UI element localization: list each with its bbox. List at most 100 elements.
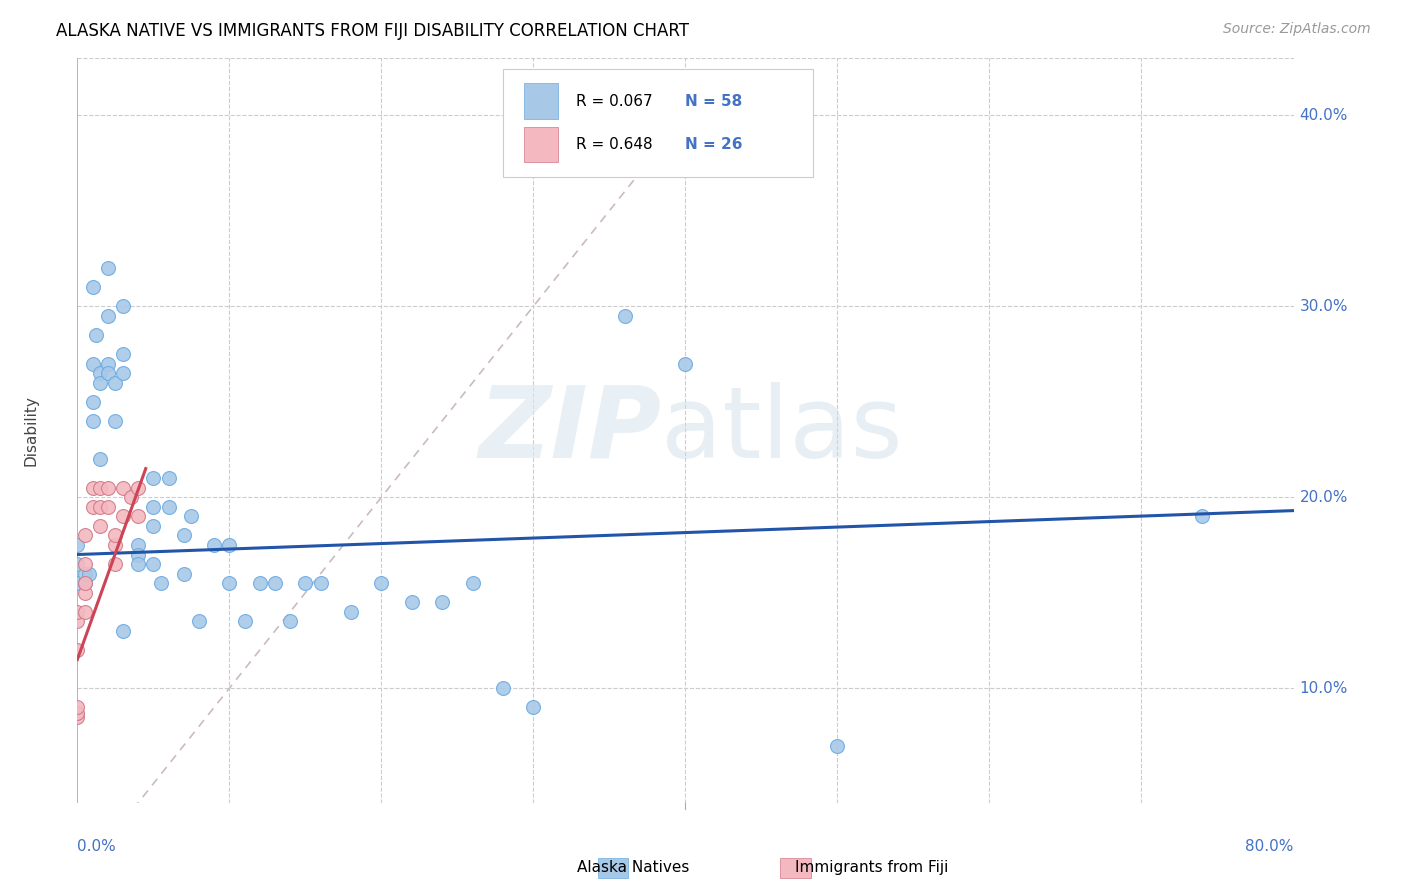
Point	[104, 557, 127, 571]
Point	[278, 615, 301, 629]
Text: 0.0%: 0.0%	[77, 838, 117, 854]
Point	[430, 595, 453, 609]
Point	[173, 566, 195, 581]
Point	[82, 414, 104, 428]
Point	[89, 376, 111, 390]
Point	[66, 605, 89, 619]
Point	[340, 605, 363, 619]
Point	[675, 357, 697, 371]
Point	[104, 376, 127, 390]
Text: N = 58: N = 58	[686, 94, 742, 109]
Point	[79, 566, 101, 581]
Point	[127, 548, 149, 562]
Point	[111, 481, 134, 495]
Point	[82, 280, 104, 294]
Text: ZIP: ZIP	[478, 382, 661, 479]
Point	[157, 500, 180, 514]
Point	[73, 605, 96, 619]
Text: 40.0%: 40.0%	[1299, 108, 1348, 123]
Point	[188, 615, 211, 629]
Point	[82, 500, 104, 514]
Point	[82, 394, 104, 409]
Point	[89, 452, 111, 467]
Point	[66, 557, 89, 571]
Point	[89, 500, 111, 514]
Text: atlas: atlas	[661, 382, 903, 479]
Point	[142, 471, 165, 485]
Point	[73, 576, 96, 591]
Point	[127, 557, 149, 571]
Point	[120, 490, 142, 504]
Bar	[523, 83, 558, 119]
Point	[66, 706, 89, 720]
Point	[249, 576, 271, 591]
Point	[89, 366, 111, 380]
Bar	[523, 127, 558, 162]
Point	[97, 366, 120, 380]
Point	[142, 500, 165, 514]
Point	[827, 739, 849, 753]
Text: ALASKA NATIVE VS IMMIGRANTS FROM FIJI DISABILITY CORRELATION CHART: ALASKA NATIVE VS IMMIGRANTS FROM FIJI DI…	[56, 22, 689, 40]
Point	[294, 576, 316, 591]
Point	[613, 309, 636, 323]
Point	[142, 519, 165, 533]
Point	[66, 576, 89, 591]
Point	[73, 576, 96, 591]
Point	[522, 700, 544, 714]
Text: 80.0%: 80.0%	[1246, 838, 1294, 854]
Point	[97, 500, 120, 514]
Point	[73, 566, 96, 581]
Point	[82, 357, 104, 371]
Point	[218, 538, 240, 552]
Point	[111, 509, 134, 524]
Point	[97, 357, 120, 371]
Point	[89, 519, 111, 533]
Point	[104, 538, 127, 552]
Point	[73, 557, 96, 571]
Text: Source: ZipAtlas.com: Source: ZipAtlas.com	[1223, 22, 1371, 37]
Point	[97, 481, 120, 495]
Point	[127, 538, 149, 552]
Point	[127, 481, 149, 495]
Point	[97, 261, 120, 276]
Point	[82, 481, 104, 495]
Text: N = 26: N = 26	[686, 136, 742, 152]
Point	[104, 528, 127, 542]
Text: Immigrants from Fiji: Immigrants from Fiji	[794, 860, 949, 874]
Point	[233, 615, 256, 629]
Point	[111, 299, 134, 313]
Point	[66, 643, 89, 657]
Point	[157, 471, 180, 485]
Point	[142, 557, 165, 571]
Text: R = 0.067: R = 0.067	[576, 94, 652, 109]
Point	[66, 700, 89, 714]
Text: Disability: Disability	[24, 395, 38, 466]
Text: Alaska Natives: Alaska Natives	[576, 860, 689, 874]
Text: 10.0%: 10.0%	[1299, 681, 1348, 696]
Point	[173, 528, 195, 542]
Text: 30.0%: 30.0%	[1299, 299, 1348, 314]
Point	[127, 509, 149, 524]
Point	[309, 576, 332, 591]
Point	[97, 309, 120, 323]
Point	[149, 576, 172, 591]
Point	[111, 347, 134, 361]
Point	[89, 481, 111, 495]
Text: R = 0.648: R = 0.648	[576, 136, 652, 152]
Point	[66, 615, 89, 629]
Point	[66, 538, 89, 552]
Point	[264, 576, 287, 591]
Point	[218, 576, 240, 591]
FancyBboxPatch shape	[503, 70, 813, 178]
Point	[180, 509, 202, 524]
Point	[111, 366, 134, 380]
Point	[111, 624, 134, 638]
Point	[84, 327, 107, 342]
Point	[1191, 509, 1213, 524]
Point	[73, 585, 96, 599]
Point	[370, 576, 392, 591]
Point	[73, 528, 96, 542]
Text: 20.0%: 20.0%	[1299, 490, 1348, 505]
Point	[104, 414, 127, 428]
Point	[66, 710, 89, 724]
